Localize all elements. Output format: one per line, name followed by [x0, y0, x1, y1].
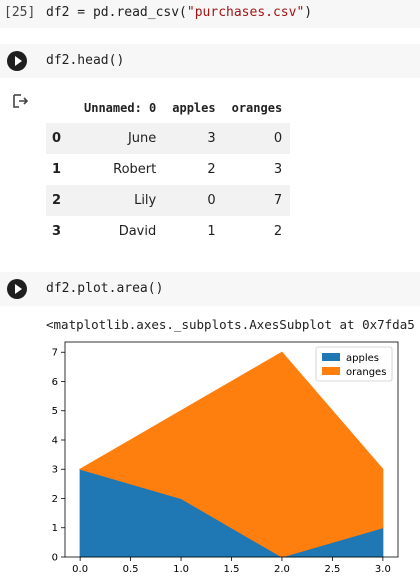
output-repr-text: <matplotlib.axes._subplots.AxesSubplot a…	[46, 317, 415, 332]
table-cell: June	[127, 131, 157, 146]
x-tick-label: 0.0	[72, 564, 88, 575]
table-cell: 3	[273, 162, 283, 177]
dataframe-table: Unnamed: 0 apples oranges 0 June 3 0 1 R…	[46, 92, 291, 247]
code-text[interactable]: df2.plot.area()	[46, 281, 164, 296]
column-header: apples	[172, 100, 216, 115]
execution-count: [25]	[4, 5, 36, 20]
y-tick-label: 6	[52, 377, 58, 388]
table-header-row: Unnamed: 0 apples oranges	[46, 92, 290, 123]
code-cell-head[interactable]: df2.head()	[0, 44, 420, 78]
code-prefix: df2 = pd.read_csv(	[46, 5, 187, 20]
y-tick-label: 1	[52, 523, 58, 534]
run-cell-button[interactable]	[7, 51, 27, 71]
code-suffix: )	[304, 5, 313, 20]
x-tick-label: 0.5	[123, 564, 139, 575]
output-arrow-icon[interactable]	[12, 92, 30, 110]
row-index: 1	[52, 162, 62, 177]
code-cell-read-csv[interactable]: [25] df2 = pd.read_csv("purchases.csv")	[0, 0, 420, 28]
code-string: "purchases.csv"	[186, 5, 305, 20]
x-tick-label: 1.0	[173, 564, 189, 575]
x-tick-label: 2.0	[274, 564, 290, 575]
y-tick-label: 0	[52, 553, 58, 564]
code-text[interactable]: df2.head()	[46, 53, 125, 68]
table-cell: 2	[273, 224, 283, 239]
x-tick-label: 1.5	[224, 564, 240, 575]
table-cell: 1	[207, 224, 216, 239]
index-header	[46, 92, 76, 123]
table-row: 2 Lily 0 7	[46, 185, 291, 216]
legend-swatch	[322, 367, 340, 375]
column-header: oranges	[231, 100, 283, 115]
table-cell: 3	[207, 131, 216, 146]
legend-label: apples	[346, 353, 379, 364]
table-cell: David	[118, 224, 157, 239]
legend-label: oranges	[346, 367, 386, 378]
table-cell: Robert	[113, 162, 157, 177]
row-index: 0	[52, 131, 62, 146]
table-row: 0 June 3 0	[46, 123, 291, 154]
y-tick-label: 2	[52, 494, 58, 505]
table-cell: 2	[207, 162, 216, 177]
area-chart: 0.0 0.5 1.0 1.5 2.0 2.5 3.0 0 1 2 3 4 5 6 7 apples orang…	[52, 341, 399, 575]
row-index: 3	[52, 224, 62, 239]
table-cell: Lily	[134, 193, 157, 208]
run-cell-button[interactable]	[7, 279, 27, 299]
y-tick-label: 4	[52, 435, 58, 446]
y-tick-label: 7	[52, 348, 58, 359]
row-index: 2	[52, 193, 62, 208]
area-oranges	[78, 351, 384, 558]
code-cell-plot[interactable]: df2.plot.area()	[0, 272, 420, 306]
legend-swatch	[322, 353, 340, 361]
table-row: 3 David 1 2	[46, 216, 290, 247]
table-cell: 0	[273, 131, 283, 146]
table-cell: 7	[273, 193, 283, 208]
table-cell: 0	[207, 193, 216, 208]
x-tick-label: 2.5	[324, 564, 340, 575]
table-row: 1 Robert 2 3	[46, 154, 290, 185]
column-header: Unnamed: 0	[84, 100, 157, 115]
y-tick-label: 5	[52, 406, 58, 417]
code-text[interactable]: df2 = pd.read_csv("purchases.csv")	[46, 5, 312, 20]
x-tick-label: 3.0	[375, 564, 391, 575]
y-tick-label: 3	[52, 465, 58, 476]
